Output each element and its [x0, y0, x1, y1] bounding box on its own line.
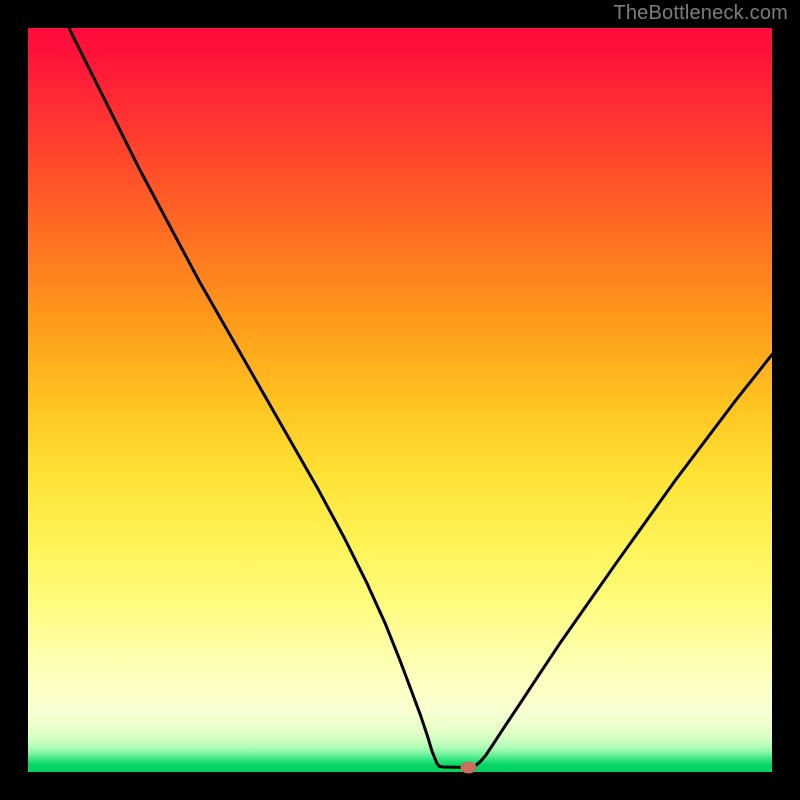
optimum-marker: [460, 762, 476, 774]
bottleneck-chart: [0, 0, 800, 800]
watermark-text: TheBottleneck.com: [613, 2, 788, 25]
chart-container: TheBottleneck.com: [0, 0, 800, 800]
